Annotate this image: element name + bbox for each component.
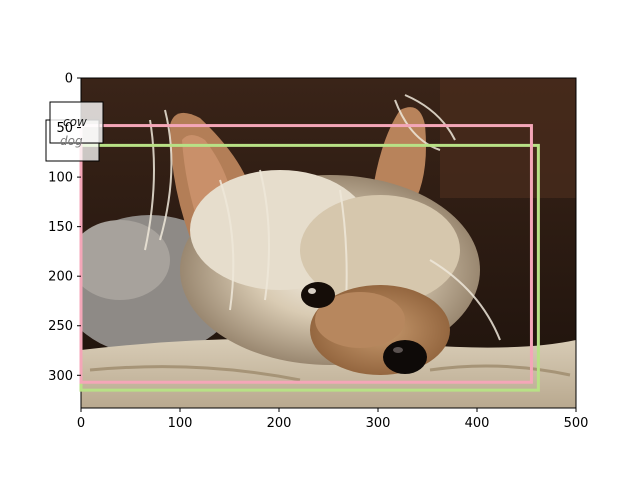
y-tick-label: 50 (56, 121, 73, 136)
dog-photo (81, 78, 576, 408)
y-tick-label: 0 (65, 72, 73, 87)
x-tick-label: 0 (77, 416, 85, 431)
x-axis: 0 100 200 300 400 500 (77, 408, 589, 431)
label-dog: dog (60, 134, 83, 148)
y-tick-label: 250 (48, 319, 73, 334)
x-tick-label: 300 (366, 416, 391, 431)
label-box-cow (49, 101, 104, 144)
y-tick-label: 150 (48, 220, 73, 235)
x-tick-label: 400 (465, 416, 490, 431)
y-tick-label: 300 (48, 369, 73, 384)
y-axis: 0 50 100 150 200 250 300 (48, 72, 81, 384)
x-tick-label: 200 (267, 416, 292, 431)
label-cow: cow (63, 115, 87, 129)
y-tick-label: 200 (48, 270, 73, 285)
x-tick-label: 100 (168, 416, 193, 431)
detections-layer: cow dog (45, 101, 540, 392)
x-tick-label: 500 (564, 416, 589, 431)
y-tick-label: 100 (48, 171, 73, 186)
bbox-cow (79, 124, 533, 384)
